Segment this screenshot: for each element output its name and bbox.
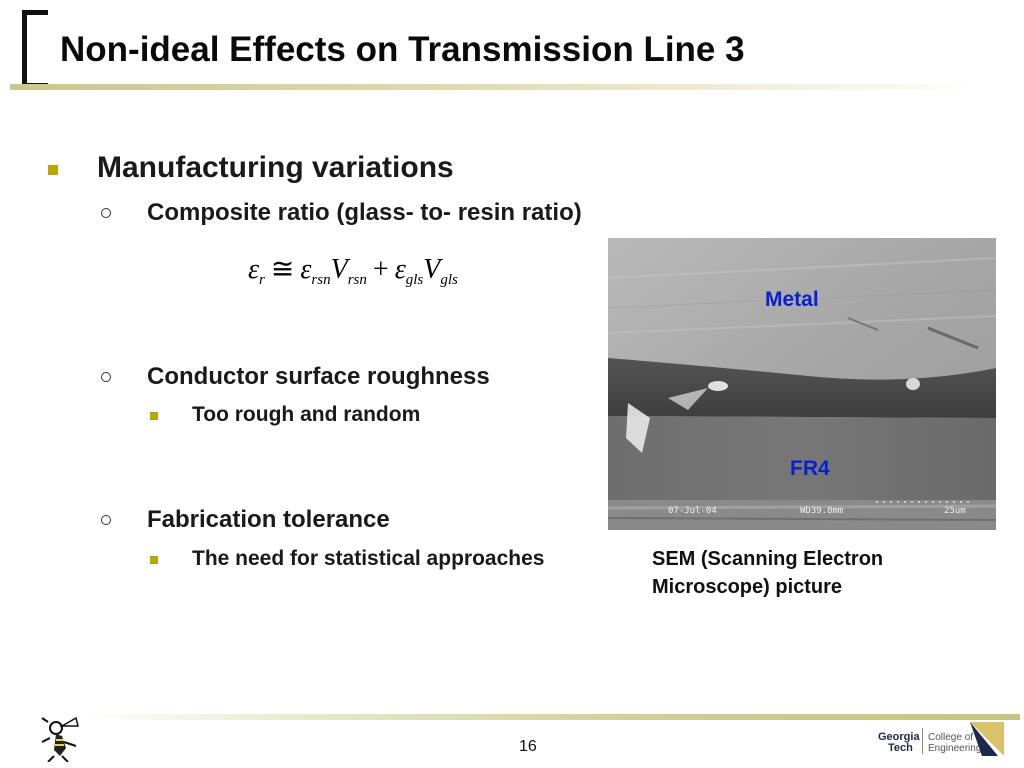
- formula-sub-r: r: [259, 272, 265, 288]
- georgia-tech-coe-logo: Georgia Tech College of Engineering: [876, 722, 1006, 758]
- square-bullet-icon: [150, 556, 158, 564]
- formula-eps: ε: [248, 254, 260, 285]
- label-metal: Metal: [765, 288, 819, 311]
- formula-eps-gls: ε: [394, 254, 406, 285]
- bullet-roughness-sub: Too rough and random: [192, 403, 421, 426]
- title-bracket: [22, 10, 48, 88]
- sem-date: 07-Jul-04: [668, 506, 717, 516]
- sem-image: Metal FR4 07-Jul-04 WD39.8mm 25um: [608, 238, 996, 530]
- gt-emblem-icon: [970, 722, 1004, 756]
- bullet-composite: Composite ratio (glass- to- resin ratio): [147, 199, 582, 226]
- gt-line2: Tech: [888, 742, 913, 754]
- formula-v-rsn: V: [330, 254, 348, 285]
- yellow-jacket-icon: [40, 716, 84, 763]
- formula-v-gls: V: [423, 254, 441, 285]
- footer-divider: [85, 714, 1020, 720]
- label-fr4: FR4: [790, 457, 830, 480]
- formula-sub-rsn: rsn: [311, 272, 331, 288]
- bullet-tolerance-sub: The need for statistical approaches: [192, 547, 545, 570]
- square-bullet-icon: [48, 165, 58, 175]
- formula-approx: ≅: [270, 254, 295, 285]
- formula-plus: +: [372, 254, 389, 285]
- ring-bullet-icon: [101, 208, 111, 218]
- formula-eps-rsn: ε: [300, 254, 312, 285]
- logo-divider: [922, 728, 923, 754]
- ring-bullet-icon: [101, 515, 111, 525]
- formula-sub-gls-2: gls: [440, 272, 458, 288]
- sem-photo-render: [608, 238, 996, 530]
- coe-line2: Engineering: [928, 743, 982, 754]
- square-bullet-icon: [150, 412, 158, 420]
- sem-scale: 25um: [944, 506, 966, 516]
- page-number: 16: [519, 738, 537, 755]
- formula-sub-rsn-2: rsn: [347, 272, 367, 288]
- sem-working-distance: WD39.8mm: [800, 506, 844, 516]
- sem-caption: SEM (Scanning Electron Microscope) pictu…: [652, 548, 884, 598]
- permittivity-formula: εr ≅ εrsnVrsn + εglsVgls: [248, 252, 458, 289]
- bullet-manufacturing: Manufacturing variations: [97, 151, 454, 184]
- gt-line1: Georgia: [878, 731, 920, 743]
- ring-bullet-icon: [101, 372, 111, 382]
- slide-title: Non-ideal Effects on Transmission Line 3: [60, 30, 745, 69]
- bullet-roughness: Conductor surface roughness: [147, 363, 490, 390]
- coe-line1: College of: [928, 732, 974, 743]
- bullet-tolerance: Fabrication tolerance: [147, 506, 390, 533]
- formula-sub-gls: gls: [405, 272, 424, 288]
- title-divider: [10, 84, 990, 90]
